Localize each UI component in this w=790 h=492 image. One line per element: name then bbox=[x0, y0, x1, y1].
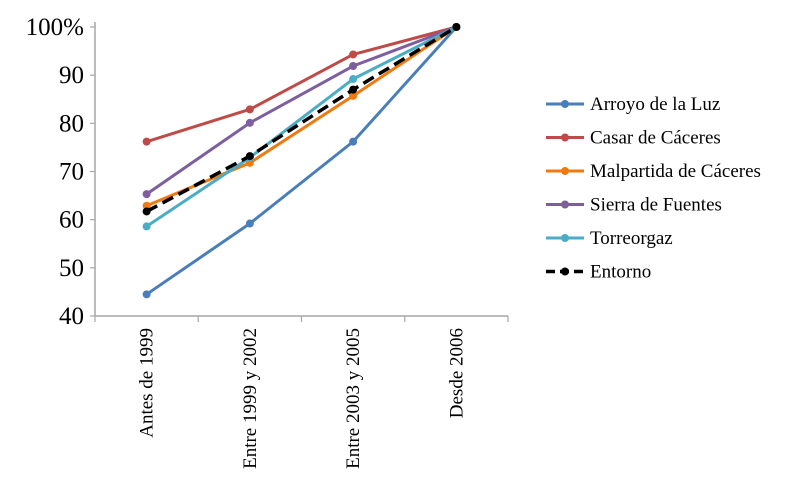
legend-marker bbox=[561, 267, 569, 276]
series-line-entorno bbox=[145, 25, 458, 214]
series-line-torreorgaz bbox=[145, 25, 458, 228]
y-tick-label: 40 bbox=[59, 303, 84, 330]
x-tick-labels: Antes de 1999 Entre 1999 y 2002 Entre 2003… bbox=[94, 316, 509, 469]
legend-label: Torreorgaz bbox=[590, 228, 673, 249]
legend-label: Entorno bbox=[590, 262, 651, 283]
legend: Arroyo de la Luz Casar de Cáceres Malparti… bbox=[546, 94, 761, 283]
legend-label: Arroyo de la Luz bbox=[590, 94, 720, 115]
y-tick-labels: 40 50 60 70 80 90 100% bbox=[26, 14, 95, 330]
data-point bbox=[349, 75, 358, 84]
data-point bbox=[245, 105, 254, 114]
y-tick-label: 80 bbox=[59, 110, 84, 137]
y-tick-label: 60 bbox=[59, 207, 84, 234]
legend-item: Torreorgaz bbox=[546, 228, 673, 249]
y-tick-label: 50 bbox=[59, 255, 84, 282]
data-point bbox=[245, 152, 254, 161]
legend-label: Malpartida de Cáceres bbox=[590, 161, 761, 182]
legend-marker bbox=[561, 100, 569, 108]
y-tick-label: 90 bbox=[59, 62, 84, 89]
x-tick-label: Antes de 1999 bbox=[137, 328, 158, 438]
series-casar-de-caceres bbox=[142, 23, 461, 146]
data-point bbox=[142, 190, 151, 199]
data-point bbox=[245, 118, 254, 127]
legend-label: Casar de Cáceres bbox=[590, 128, 721, 149]
data-point bbox=[452, 23, 461, 31]
y-tick-label: 70 bbox=[59, 159, 84, 186]
series-entorno bbox=[142, 23, 461, 216]
data-point bbox=[349, 137, 358, 146]
data-point bbox=[245, 219, 254, 228]
legend-marker bbox=[561, 234, 569, 242]
data-point bbox=[142, 201, 151, 210]
legend-item: Arroyo de la Luz bbox=[546, 94, 720, 115]
legend-item: Sierra de Fuentes bbox=[546, 195, 722, 216]
legend-item: Entorno bbox=[546, 262, 651, 283]
data-point bbox=[142, 137, 151, 146]
y-tick-label: 100% bbox=[26, 14, 84, 41]
data-point bbox=[349, 50, 358, 59]
x-tick-label: Desde 2006 bbox=[446, 328, 467, 418]
data-point bbox=[142, 207, 151, 216]
data-point bbox=[349, 85, 358, 94]
legend-item: Malpartida de Cáceres bbox=[546, 161, 761, 182]
data-point bbox=[349, 62, 358, 71]
legend-marker bbox=[561, 167, 569, 175]
legend-label: Sierra de Fuentes bbox=[590, 195, 722, 216]
series-arroyo-de-la-luz bbox=[142, 23, 461, 299]
series-line-sierra-de-fuentes bbox=[145, 25, 457, 196]
series-lines bbox=[142, 23, 461, 299]
legend-item: Casar de Cáceres bbox=[546, 128, 721, 149]
x-tick-label: Entre 2003 y 2005 bbox=[343, 328, 364, 469]
data-point bbox=[142, 290, 151, 299]
data-point bbox=[349, 91, 358, 100]
legend-marker bbox=[561, 133, 569, 142]
series-line-arroyo-de-la-luz bbox=[145, 25, 458, 296]
legend-marker bbox=[561, 200, 569, 209]
series-line-casar-de-caceres bbox=[146, 25, 457, 144]
x-tick-label: Entre 1999 y 2002 bbox=[240, 328, 261, 469]
data-point bbox=[142, 222, 151, 231]
